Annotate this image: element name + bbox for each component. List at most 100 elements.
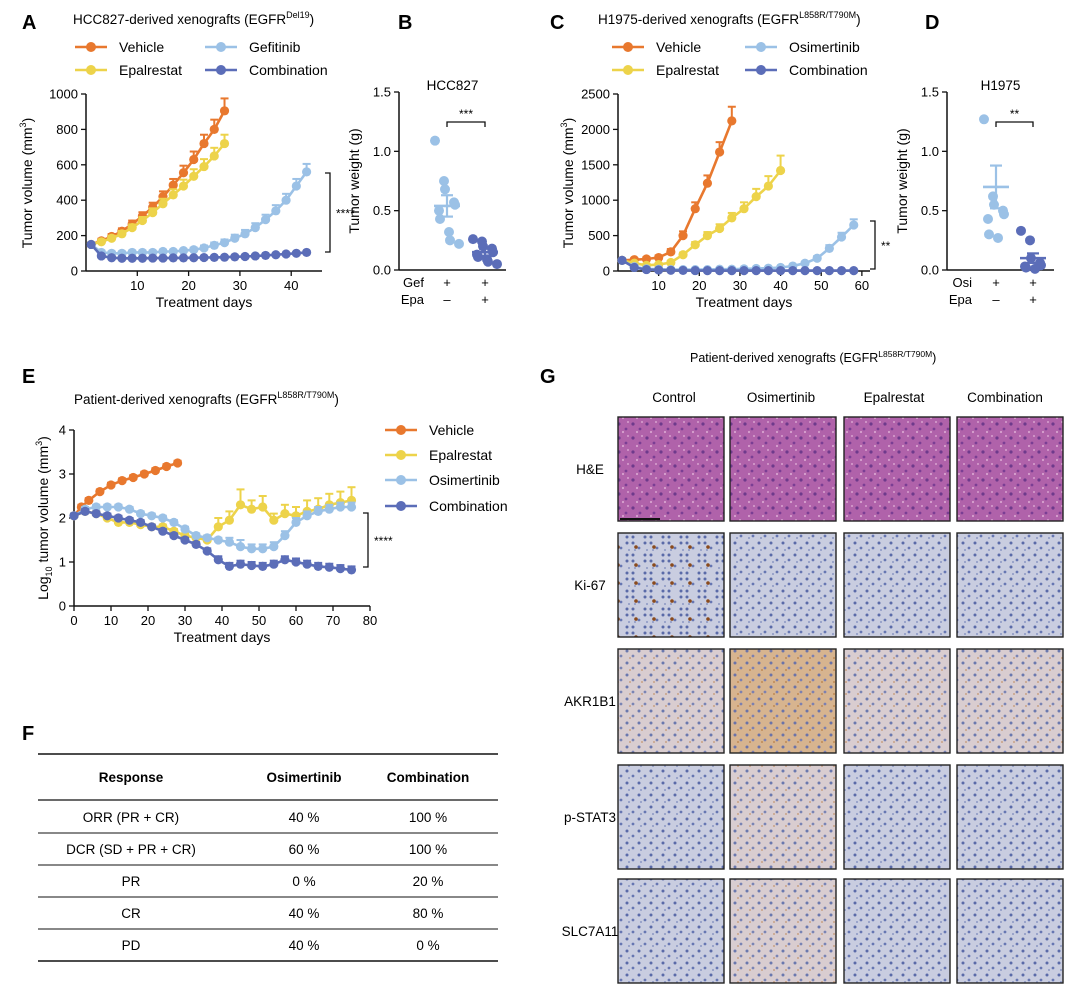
series-gefitinib: [86, 162, 312, 258]
legend-marker: [396, 450, 406, 460]
data-point: [158, 253, 168, 263]
data-point: [219, 138, 230, 149]
table-cell: ORR (PR + CR): [83, 810, 179, 825]
panel-c-title-end: ): [856, 12, 861, 27]
data-point: [209, 151, 219, 161]
data-point: [224, 561, 234, 572]
data-point: [158, 246, 168, 257]
chart-c: 0 500 1000 1500 2000 2500 10 20 30 40 50 60 Treatmen…: [559, 39, 891, 310]
data-point: [715, 223, 725, 234]
column-label: Epalrestat: [864, 390, 925, 405]
y-axis-label-part: 10: [44, 566, 54, 576]
data-point: [281, 249, 291, 259]
panel-label-a: A: [22, 12, 36, 34]
data-point: [235, 559, 246, 569]
data-point: [235, 542, 246, 552]
data-point: [80, 506, 90, 516]
data-point: [434, 205, 444, 216]
data-point: [180, 535, 190, 545]
y-tick-label: 1000: [49, 87, 78, 102]
data-point: [445, 235, 455, 246]
y-tick-label: 400: [56, 193, 78, 208]
data-point: [202, 533, 212, 543]
panel-a-title-end: ): [310, 12, 315, 27]
data-point: [240, 229, 250, 239]
data-point: [147, 511, 157, 521]
y-axis-label-part: 3: [18, 122, 28, 127]
x-tick-label: 20: [692, 278, 706, 293]
data-point: [213, 522, 223, 532]
data-point: [702, 178, 713, 188]
data-point: [106, 480, 116, 490]
series-line: [621, 169, 782, 267]
y-tick-label: 0: [59, 599, 66, 614]
legend-label: Osimertinib: [429, 472, 500, 488]
chart-d: 0.0 0.5 1.0 1.5 H1975 Tumor weight (g) + – + + Osi…: [894, 78, 1054, 307]
data-point: [715, 266, 725, 276]
data-point: [161, 461, 172, 472]
chart-a: 0 200 400 600 800 1000 10 20 30 40 Treatment days V…: [18, 39, 355, 310]
x-tick-label: 0: [70, 613, 77, 628]
row-label: H&E: [576, 462, 604, 477]
stain-image: [956, 764, 1064, 870]
x-tick-label: 80: [363, 613, 377, 628]
data-point: [849, 220, 859, 230]
data-point: [666, 257, 676, 268]
data-point: [191, 539, 201, 550]
condition-sign: +: [1029, 292, 1037, 307]
data-point: [169, 517, 179, 528]
x-tick-label: 40: [773, 278, 787, 293]
table-cell: CR: [121, 906, 141, 921]
x-tick-label: 10: [104, 613, 118, 628]
condition-label: Epa: [949, 292, 973, 307]
panel-label-g: G: [540, 366, 556, 388]
data-point: [91, 502, 101, 512]
stain-image: [617, 416, 725, 522]
data-point: [250, 223, 260, 233]
x-tick-label: 40: [215, 613, 229, 628]
data-point: [269, 542, 279, 552]
data-point: [127, 223, 137, 233]
y-tick-label: 0.0: [373, 263, 391, 278]
y-tick-label: 0.0: [921, 263, 939, 278]
condition-sign: +: [443, 275, 451, 290]
data-point: [690, 265, 700, 276]
data-point: [435, 213, 445, 224]
data-point: [313, 561, 323, 572]
y-axis-label-part: Log: [35, 576, 51, 599]
stain-image: [956, 878, 1064, 984]
data-point: [117, 476, 127, 486]
significance-label: **: [881, 239, 891, 253]
data-point: [492, 259, 502, 270]
legend-marker: [623, 65, 633, 75]
data-point: [271, 206, 281, 216]
y-axis-label-part: 3: [34, 441, 44, 446]
group-0: [979, 114, 1009, 243]
column-label: Combination: [967, 390, 1043, 405]
data-point: [271, 250, 281, 260]
data-point: [836, 266, 847, 276]
legend-label: Combination: [429, 498, 508, 514]
data-point: [158, 513, 168, 523]
stain-image: [729, 648, 837, 754]
y-tick-label: 200: [56, 228, 78, 243]
column-label: Osimertinib: [747, 390, 815, 405]
staining-grid: Control Osimertinib Epalrestat Combination H…: [562, 390, 1064, 984]
y-axis-label-part: tumor volume (mm: [35, 446, 51, 567]
data-point: [258, 561, 268, 572]
y-tick-label: 3: [59, 467, 66, 482]
data-point: [715, 147, 725, 157]
significance-bracket: [363, 512, 369, 568]
data-point: [666, 265, 676, 275]
legend-label: Epalrestat: [119, 62, 182, 78]
data-point: [812, 266, 822, 276]
data-point: [178, 253, 189, 263]
data-point: [739, 204, 749, 214]
data-point: [128, 472, 138, 483]
y-axis-label: Log10 tumor volume (mm3): [34, 436, 54, 600]
x-axis-label: Treatment days: [696, 294, 793, 310]
data-point: [178, 168, 189, 178]
data-point: [168, 253, 178, 263]
table-cell: 40 %: [289, 906, 320, 921]
data-point: [763, 181, 773, 191]
